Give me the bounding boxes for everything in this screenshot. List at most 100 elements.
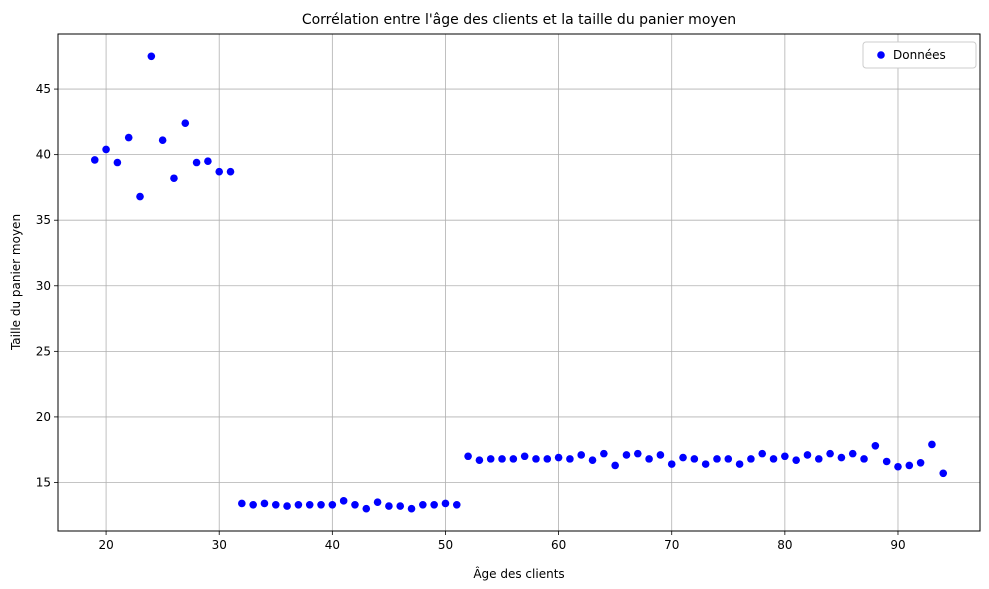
- y-tick-label: 35: [36, 213, 51, 227]
- data-point: [215, 167, 224, 176]
- data-point: [283, 502, 291, 510]
- data-point: [532, 455, 540, 463]
- x-axis-label: Âge des clients: [473, 566, 564, 581]
- x-axis-ticks: 20 30 40 50 60 70 80 90: [98, 531, 906, 552]
- x-tick-label: 70: [664, 538, 679, 552]
- y-tick-label: 15: [36, 475, 51, 489]
- data-point: [204, 157, 212, 166]
- data-point: [170, 174, 178, 183]
- data-point: [747, 455, 755, 463]
- data-point: [396, 502, 405, 510]
- x-tick-label: 90: [890, 538, 905, 552]
- data-point: [441, 499, 450, 508]
- data-point: [486, 455, 495, 463]
- data-point: [916, 459, 925, 467]
- data-point: [509, 455, 518, 463]
- legend: Données: [862, 41, 977, 69]
- data-point: [294, 500, 303, 509]
- data-point: [136, 192, 144, 201]
- data-point: [452, 500, 461, 509]
- x-tick-label: 50: [438, 538, 453, 552]
- y-tick-label: 30: [36, 279, 51, 293]
- data-point: [407, 504, 416, 513]
- data-point: [792, 456, 800, 464]
- x-tick-label: 80: [777, 538, 792, 552]
- data-point: [362, 504, 371, 513]
- grid-lines: [58, 34, 980, 531]
- plot-frame: [57, 33, 981, 532]
- data-point: [317, 500, 325, 509]
- data-point: [611, 461, 619, 470]
- data-point: [588, 456, 597, 464]
- data-point: [124, 133, 133, 142]
- data-points: [90, 52, 948, 513]
- y-tick-label: 25: [36, 344, 51, 358]
- data-point: [249, 500, 257, 509]
- y-axis-label: Taille du panier moyen: [9, 214, 23, 351]
- data-point: [826, 449, 834, 458]
- data-point: [90, 156, 99, 164]
- y-tick-label: 45: [36, 82, 51, 96]
- data-point: [656, 451, 665, 459]
- data-point: [271, 500, 280, 509]
- data-point: [701, 460, 710, 468]
- data-point: [328, 500, 337, 509]
- x-tick-label: 40: [325, 538, 340, 552]
- data-point: [781, 452, 789, 461]
- y-tick-label: 20: [36, 410, 51, 424]
- data-point: [769, 455, 778, 463]
- data-point: [385, 502, 393, 510]
- legend-label: Données: [893, 48, 946, 62]
- data-point: [713, 455, 721, 463]
- data-point: [871, 441, 880, 450]
- data-point: [905, 461, 914, 470]
- data-point: [758, 449, 767, 458]
- data-point: [554, 453, 563, 462]
- data-point: [226, 167, 235, 176]
- data-point: [464, 452, 472, 461]
- data-point: [520, 452, 529, 461]
- data-point: [158, 136, 167, 145]
- data-point: [113, 158, 122, 167]
- data-point: [351, 500, 359, 509]
- data-point: [690, 455, 699, 463]
- data-point: [667, 460, 676, 468]
- data-point: [633, 449, 642, 458]
- data-point: [939, 469, 948, 478]
- data-point: [622, 451, 631, 459]
- legend-box: [862, 41, 977, 69]
- data-point: [566, 455, 574, 463]
- data-point: [238, 499, 246, 508]
- data-point: [192, 158, 201, 167]
- x-tick-label: 30: [212, 538, 227, 552]
- y-tick-label: 40: [36, 148, 51, 162]
- data-point: [882, 457, 891, 466]
- data-point: [373, 498, 382, 506]
- data-point: [475, 456, 484, 464]
- data-point: [430, 500, 438, 509]
- x-tick-label: 60: [551, 538, 566, 552]
- data-point: [894, 462, 902, 471]
- data-point: [147, 52, 156, 61]
- legend-marker: [877, 51, 885, 59]
- data-point: [600, 449, 608, 458]
- data-point: [837, 453, 846, 462]
- data-point: [928, 440, 936, 449]
- data-point: [679, 453, 687, 462]
- data-point: [724, 455, 733, 463]
- data-point: [860, 455, 868, 463]
- x-tick-label: 20: [98, 538, 113, 552]
- data-point: [260, 499, 269, 508]
- data-point: [848, 449, 857, 458]
- data-point: [305, 500, 314, 509]
- data-point: [645, 455, 653, 463]
- chart-title: Corrélation entre l'âge des clients et l…: [302, 12, 736, 28]
- y-axis-ticks: 15 20 25 30 35 40 45: [36, 82, 58, 489]
- data-point: [102, 145, 110, 154]
- data-point: [419, 500, 427, 509]
- data-point: [735, 460, 744, 468]
- data-point: [181, 119, 190, 127]
- data-point: [577, 451, 586, 459]
- data-point: [803, 451, 812, 459]
